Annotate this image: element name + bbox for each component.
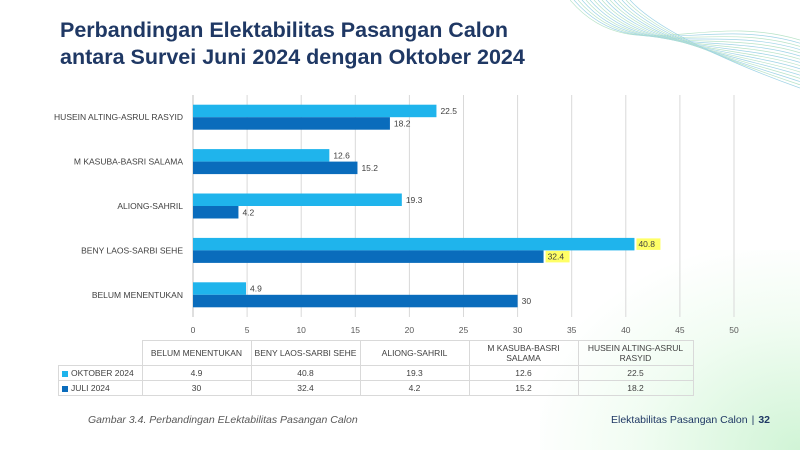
x-tick-label: 10 [296,325,306,335]
title-line-1: Perbandingan Elektabilitas Pasangan Calo… [60,18,509,42]
x-tick-label: 15 [351,325,361,335]
page-number: 32 [758,414,770,426]
data-label-highlight [545,250,570,263]
data-table-header: HUSEIN ALTING-ASRUL RASYID [577,340,694,366]
legend-swatch-juli [62,385,68,392]
x-tick-label: 25 [459,325,469,335]
data-table-corner [58,340,143,366]
bar [193,250,544,263]
data-label: 30 [522,296,532,306]
wave-line [573,0,800,44]
data-label: 4.9 [250,284,262,294]
category-label: M KASUBA-BASRI SALAMA [74,157,183,167]
data-label-highlight [636,238,661,250]
bar [193,193,402,206]
data-label: 32.4 [548,252,565,262]
data-label: 4.2 [242,207,254,217]
data-table-series-name: JULI 2024 [71,383,110,393]
data-table-cell: 4.2 [359,380,470,396]
wave-line [570,0,800,41]
data-table-cell: 15.2 [468,380,579,396]
x-tick-label: 35 [567,325,577,335]
wave-line [577,0,800,47]
wave-line [629,0,800,89]
wave-line-decoration [570,0,800,89]
data-table-cell: 19.3 [359,365,470,381]
legend-swatch-oktober [62,370,68,377]
data-table-header: BELUM MENENTUKAN [141,340,252,366]
data-table-cell: 40.8 [250,365,361,381]
data-table-cell: 18.2 [577,380,694,396]
x-tick-label: 30 [513,325,523,335]
data-table-header: BENY LAOS-SARBI SEHE [250,340,361,366]
bar [193,149,330,162]
x-tick-label: 0 [191,325,196,335]
bar [193,206,239,219]
figure-caption: Gambar 3.4. Perbandingan ELektabilitas P… [88,414,358,426]
data-table-series-cell: OKTOBER 2024 [58,365,143,381]
footer-separator: | [751,414,755,426]
bar [193,104,437,118]
data-label: 12.6 [333,150,350,160]
data-table-row: JULI 2024 30 32.4 4.2 15.2 18.2 [58,380,694,396]
x-tick-label: 5 [245,325,250,335]
data-table: BELUM MENENTUKAN BENY LAOS-SARBI SEHE AL… [58,340,694,396]
category-label: HUSEIN ALTING-ASRUL RASYID [54,112,183,122]
data-label: 18.2 [394,118,411,128]
data-label: 22.5 [440,106,457,116]
page-title: Perbandingan Elektabilitas Pasangan Calo… [60,17,620,71]
data-table-row: OKTOBER 2024 4.9 40.8 19.3 12.6 22.5 [58,365,694,381]
x-tick-label: 20 [405,325,415,335]
data-label: 19.3 [406,195,423,205]
category-label: ALIONG-SAHRIL [117,201,183,211]
bar [193,282,247,295]
x-tick-label: 50 [729,325,739,335]
data-table-header-row: BELUM MENENTUKAN BENY LAOS-SARBI SEHE AL… [58,340,694,366]
data-table-cell: 32.4 [250,380,361,396]
x-tick-label: 45 [675,325,685,335]
bar [193,294,518,308]
category-label: BELUM MENENTUKAN [92,290,183,300]
footer-label: Elektabilitas Pasangan Calon [610,414,748,426]
data-table-cell: 22.5 [577,365,694,381]
data-table-cell: 30 [141,380,252,396]
data-table-series-cell: JULI 2024 [58,380,143,396]
bar [193,161,358,175]
data-table-header: ALIONG-SAHRIL [359,340,470,366]
bar [193,117,390,130]
data-table-cell: 4.9 [141,365,252,381]
data-table-series-name: OKTOBER 2024 [71,368,134,378]
bar-chart: 0 5 10 15 20 25 30 35 40 45 50 HUSEIN ALTING-ASRUL … [54,95,739,335]
data-label: 40.8 [638,239,655,249]
category-label: BENY LAOS-SARBI SEHE [81,245,183,255]
title-line-2: antara Survei Juni 2024 dengan Oktober 2… [60,45,525,69]
data-table-header: M KASUBA-BASRI SALAMA [468,340,579,366]
x-tick-label: 40 [621,325,631,335]
data-table-cell: 12.6 [468,365,579,381]
page-footer: Elektabilitas Pasangan Calon | 32 [611,414,770,426]
bar [193,237,635,251]
data-label: 15.2 [361,163,378,173]
